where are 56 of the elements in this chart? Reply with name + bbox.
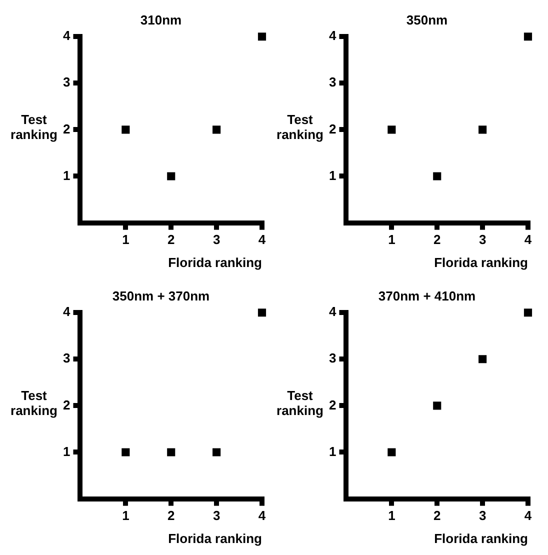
y-axis-title: Test ranking xyxy=(10,388,58,418)
y-tick-label: 1 xyxy=(62,444,70,459)
point xyxy=(478,355,487,364)
x-tick-label: 4 xyxy=(258,508,266,524)
x-tick-label: 2 xyxy=(168,508,175,524)
point xyxy=(258,32,266,41)
y-tick-label: 2 xyxy=(328,397,336,412)
chart-title: 350nm + 370nm xyxy=(112,288,210,304)
x-tick-label: 2 xyxy=(168,232,175,248)
point xyxy=(212,126,221,134)
y-tick-label: 2 xyxy=(62,397,70,412)
point xyxy=(122,126,130,134)
x-tick-label: 1 xyxy=(388,232,396,248)
y-axis-title: Test ranking xyxy=(276,388,324,418)
y-tick-label: 4 xyxy=(62,304,71,320)
x-axis-title: Florida ranking xyxy=(434,254,528,270)
x-tick-label: 1 xyxy=(122,508,130,524)
point xyxy=(524,32,532,41)
y-tick-label: 3 xyxy=(328,350,336,366)
x-tick-label: 3 xyxy=(212,508,220,524)
y-axis-title: Test ranking xyxy=(276,112,324,142)
y-tick-label: 2 xyxy=(328,121,336,136)
x-tick-label: 4 xyxy=(524,508,532,524)
x-tick-label: 3 xyxy=(212,232,220,248)
y-axis-title: Test ranking xyxy=(10,112,58,142)
x-tick-label: 2 xyxy=(434,232,441,248)
y-tick-label: 3 xyxy=(62,74,70,90)
y-tick-label: 4 xyxy=(328,304,337,320)
point xyxy=(388,126,396,134)
x-tick-label: 4 xyxy=(258,232,266,248)
x-tick-label: 2 xyxy=(434,508,441,524)
x-tick-label: 4 xyxy=(524,232,532,248)
x-axis-title: Florida ranking xyxy=(434,530,528,546)
x-tick-label: 1 xyxy=(122,232,130,248)
y-tick-label: 3 xyxy=(62,350,70,366)
y-tick-label: 2 xyxy=(62,121,70,136)
x-axis-title: Florida ranking xyxy=(168,254,262,270)
chart-title: 350nm xyxy=(406,12,448,28)
x-tick-label: 3 xyxy=(478,232,486,248)
x-tick-label: 3 xyxy=(478,508,486,524)
chart-title: 310nm xyxy=(140,12,182,28)
y-tick-label: 1 xyxy=(62,168,70,183)
point xyxy=(433,402,442,410)
point xyxy=(167,172,176,180)
y-tick-label: 1 xyxy=(328,168,336,183)
y-tick-label: 3 xyxy=(328,74,336,90)
chart-title: 370nm + 410nm xyxy=(378,288,476,304)
y-tick-label: 4 xyxy=(62,28,71,44)
point xyxy=(433,172,442,180)
x-tick-label: 1 xyxy=(388,508,396,524)
point xyxy=(478,126,487,134)
y-tick-label: 4 xyxy=(328,28,337,44)
point xyxy=(524,308,532,317)
x-axis-title: Florida ranking xyxy=(168,530,262,546)
y-tick-label: 1 xyxy=(328,444,336,459)
point xyxy=(388,448,396,456)
